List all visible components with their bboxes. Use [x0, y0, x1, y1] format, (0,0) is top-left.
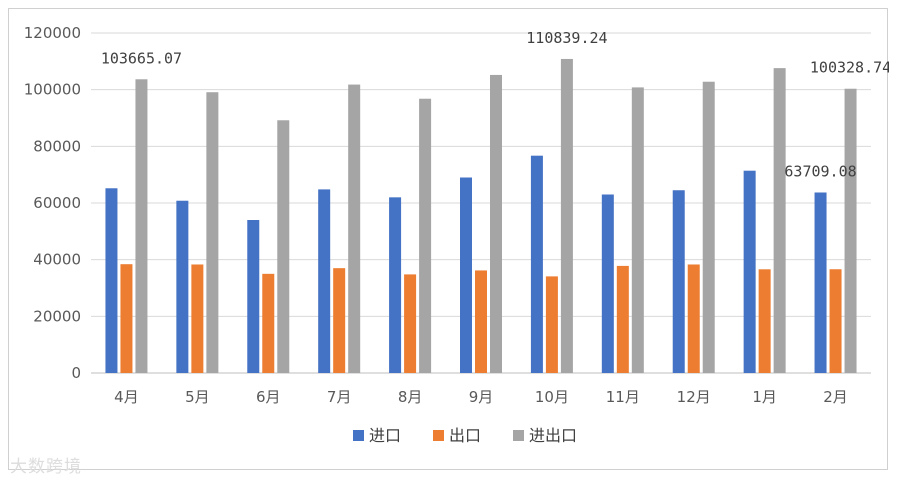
bar-export — [758, 269, 771, 373]
bar-total — [631, 87, 644, 374]
bar-import — [247, 220, 260, 373]
bar-import — [105, 188, 118, 373]
bar-total — [206, 92, 219, 373]
bar-import — [176, 200, 189, 373]
y-tick-label: 20000 — [33, 307, 81, 325]
bar-import — [601, 194, 614, 373]
legend-label: 进出口 — [529, 426, 577, 445]
x-tick-label: 5月 — [185, 388, 210, 406]
x-tick-label: 6月 — [256, 388, 281, 406]
legend-swatch — [353, 430, 364, 441]
x-tick-label: 9月 — [469, 388, 494, 406]
x-tick-label: 12月 — [677, 388, 711, 406]
bar-export — [475, 270, 487, 373]
x-tick-label: 7月 — [327, 388, 352, 406]
data-label: 100328.74 — [810, 59, 889, 77]
legend-swatch — [513, 430, 524, 441]
bar-import — [460, 177, 472, 373]
bar-import — [389, 197, 402, 373]
x-tick-label: 2月 — [823, 388, 848, 406]
data-label: 63709.08 — [784, 162, 856, 180]
bar-export — [404, 274, 417, 373]
bar-export — [262, 273, 275, 373]
watermark-logo: 大数跨境 — [10, 457, 82, 477]
y-tick-label: 60000 — [33, 194, 81, 212]
y-tick-label: 120000 — [24, 24, 81, 42]
bar-total — [490, 74, 502, 373]
bar-import — [530, 155, 543, 373]
bar-total — [702, 81, 715, 373]
bar-export — [616, 265, 629, 373]
bar-total — [419, 98, 432, 373]
bar-export — [829, 269, 842, 373]
bar-export — [120, 264, 133, 373]
x-tick-label: 11月 — [606, 388, 640, 406]
bar-import — [814, 192, 827, 373]
y-tick-label: 40000 — [33, 251, 81, 269]
y-tick-label: 0 — [71, 364, 81, 382]
bar-chart: 0 20000 40000 60000 80000 100000 120000 4月 5月 6月 7… — [24, 24, 889, 445]
x-tick-label: 4月 — [114, 388, 139, 406]
bar-total — [348, 84, 361, 374]
bar-total — [773, 68, 786, 373]
bar-export — [545, 276, 558, 373]
legend-swatch — [433, 430, 444, 441]
x-tick-label: 10月 — [535, 388, 569, 406]
bar-total — [560, 58, 573, 374]
bar-total — [844, 88, 857, 374]
bar-total — [277, 120, 290, 374]
bar-import — [743, 170, 756, 373]
bar-export — [333, 268, 346, 373]
y-tick-label: 80000 — [33, 137, 81, 155]
legend-label: 进口 — [369, 426, 401, 445]
bar-export — [191, 264, 204, 373]
y-tick-label: 100000 — [24, 81, 81, 99]
bar-total — [135, 79, 148, 374]
chart-frame: 0 20000 40000 60000 80000 100000 120000 4月 5月 6月 7… — [8, 8, 889, 470]
legend-label: 出口 — [449, 426, 481, 445]
x-tick-label: 8月 — [398, 388, 423, 406]
data-label: 103665.07 — [101, 49, 182, 67]
bar-export — [687, 264, 700, 373]
x-tick-label: 1月 — [752, 388, 777, 406]
bar-import — [672, 190, 685, 373]
data-label: 110839.24 — [526, 29, 607, 47]
bar-import — [318, 189, 331, 373]
